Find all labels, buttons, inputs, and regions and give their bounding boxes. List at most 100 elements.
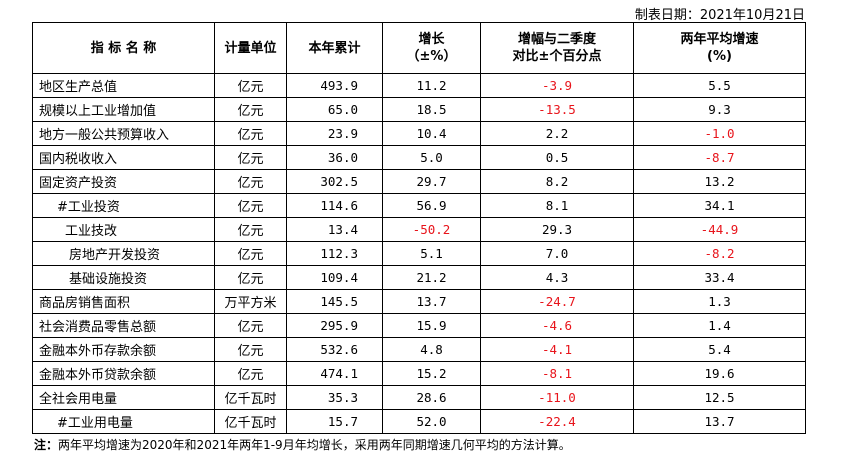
cell-unit: 万平方米 [214,289,287,314]
cell-unit: 亿元 [214,361,287,386]
cell-indicator-name: 全社会用电量 [32,385,215,410]
cell-unit: 亿千瓦时 [214,409,287,434]
header-compare: 增幅与二季度 对比±个百分点 [480,22,634,74]
table-row: 地方一般公共预算收入 亿元 23.9 10.4 2.2 -1.0 [32,121,806,146]
statistics-table: 指 标 名 称 计量单位 本年累计 增长 （±%） 增幅与二季度 对比±个百分点… [32,22,806,434]
header-name: 指 标 名 称 [32,22,215,74]
cell-cumulative: 36.0 [286,145,383,170]
header-compare-line1: 增幅与二季度 [517,32,596,47]
cell-unit: 亿元 [214,73,287,98]
cell-unit: 亿元 [214,145,287,170]
table-date-label: 制表日期：2021年10月21日 [634,8,805,23]
table-row: 国内税收收入 亿元 36.0 5.0 0.5 -8.7 [32,145,806,170]
footnote: 注：两年平均增速为2020年和2021年两年1-9月年均增长，采用两年同期增速几… [34,436,571,453]
cell-cumulative: 145.5 [286,289,383,314]
cell-unit: 亿元 [214,97,287,122]
cell-unit: 亿千瓦时 [214,385,287,410]
cell-unit: 亿元 [214,241,287,266]
header-compare-line2: 对比±个百分点 [512,49,602,64]
cell-indicator-name: 基础设施投资 [32,265,215,290]
cell-two-year: 13.7 [633,409,806,434]
cell-two-year: -8.2 [633,241,806,266]
cell-two-year: 5.4 [633,337,806,362]
cell-unit: 亿元 [214,121,287,146]
cell-growth: -50.2 [382,217,481,242]
cell-compare: 29.3 [480,217,634,242]
header-growth-line1: 增长 [418,32,445,47]
cell-indicator-name: 工业技改 [32,217,215,242]
cell-cumulative: 493.9 [286,73,383,98]
cell-indicator-name: 固定资产投资 [32,169,215,194]
cell-indicator-name: 地方一般公共预算收入 [32,121,215,146]
cell-growth: 13.7 [382,289,481,314]
cell-compare: 2.2 [480,121,634,146]
cell-compare: -3.9 [480,73,634,98]
cell-growth: 10.4 [382,121,481,146]
header-growth: 增长 （±%） [382,22,481,74]
table-row: 工业技改 亿元 13.4 -50.2 29.3 -44.9 [32,217,806,242]
cell-compare: -4.6 [480,313,634,338]
cell-growth: 21.2 [382,265,481,290]
table-row: 地区生产总值 亿元 493.9 11.2 -3.9 5.5 [32,73,806,98]
cell-compare: 8.2 [480,169,634,194]
cell-compare: -11.0 [480,385,634,410]
cell-cumulative: 302.5 [286,169,383,194]
cell-indicator-name: 规模以上工业增加值 [32,97,215,122]
table-row: 商品房销售面积 万平方米 145.5 13.7 -24.7 1.3 [32,289,806,314]
table-row: 房地产开发投资 亿元 112.3 5.1 7.0 -8.2 [32,241,806,266]
cell-two-year: -44.9 [633,217,806,242]
cell-compare: 7.0 [480,241,634,266]
header-two-year-line2: (%) [707,49,732,64]
footnote-label: 注： [34,438,59,452]
cell-indicator-name: 金融本外币存款余额 [32,337,215,362]
cell-compare: 4.3 [480,265,634,290]
cell-unit: 亿元 [214,313,287,338]
cell-two-year: 1.3 [633,289,806,314]
cell-compare: -24.7 [480,289,634,314]
cell-unit: 亿元 [214,265,287,290]
cell-indicator-name: 金融本外币贷款余额 [32,361,215,386]
cell-two-year: 19.6 [633,361,806,386]
cell-two-year: 5.5 [633,73,806,98]
cell-cumulative: 295.9 [286,313,383,338]
cell-growth: 5.1 [382,241,481,266]
header-unit: 计量单位 [214,22,287,74]
cell-cumulative: 23.9 [286,121,383,146]
cell-compare: -8.1 [480,361,634,386]
cell-two-year: 1.4 [633,313,806,338]
header-two-year-line1: 两年平均增速 [680,32,759,47]
cell-cumulative: 114.6 [286,193,383,218]
table-row: 社会消费品零售总额 亿元 295.9 15.9 -4.6 1.4 [32,313,806,338]
cell-cumulative: 35.3 [286,385,383,410]
cell-growth: 52.0 [382,409,481,434]
cell-cumulative: 112.3 [286,241,383,266]
cell-two-year: 12.5 [633,385,806,410]
cell-growth: 15.9 [382,313,481,338]
cell-unit: 亿元 [214,193,287,218]
cell-cumulative: 109.4 [286,265,383,290]
cell-unit: 亿元 [214,169,287,194]
cell-two-year: -8.7 [633,145,806,170]
cell-compare: 8.1 [480,193,634,218]
cell-compare: -13.5 [480,97,634,122]
cell-growth: 5.0 [382,145,481,170]
header-cumulative: 本年累计 [286,22,383,74]
cell-cumulative: 13.4 [286,217,383,242]
cell-growth: 28.6 [382,385,481,410]
cell-two-year: 33.4 [633,265,806,290]
table-row: 金融本外币贷款余额 亿元 474.1 15.2 -8.1 19.6 [32,361,806,386]
cell-indicator-name: #工业用电量 [32,409,215,434]
footnote-text: 两年平均增速为2020年和2021年两年1-9月年均增长，采用两年同期增速几何平… [58,438,571,452]
table-header-row: 指 标 名 称 计量单位 本年累计 增长 （±%） 增幅与二季度 对比±个百分点… [32,22,806,74]
cell-growth: 56.9 [382,193,481,218]
cell-indicator-name: 地区生产总值 [32,73,215,98]
cell-indicator-name: 社会消费品零售总额 [32,313,215,338]
cell-growth: 15.2 [382,361,481,386]
table-row: 全社会用电量 亿千瓦时 35.3 28.6 -11.0 12.5 [32,385,806,410]
table-row: 金融本外币存款余额 亿元 532.6 4.8 -4.1 5.4 [32,337,806,362]
cell-indicator-name: 国内税收收入 [32,145,215,170]
cell-growth: 18.5 [382,97,481,122]
table-row: #工业投资 亿元 114.6 56.9 8.1 34.1 [32,193,806,218]
header-two-year: 两年平均增速 (%) [633,22,806,74]
cell-growth: 29.7 [382,169,481,194]
